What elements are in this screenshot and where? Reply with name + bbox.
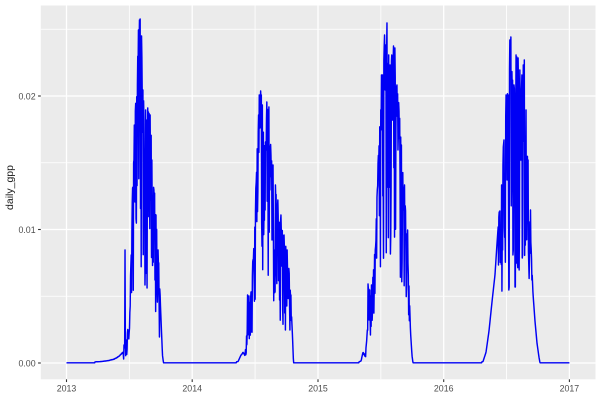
svg-text:2014: 2014 (182, 383, 202, 393)
svg-text:2016: 2016 (434, 383, 454, 393)
svg-text:0.01: 0.01 (18, 225, 35, 235)
svg-text:daily_gpp: daily_gpp (4, 165, 16, 210)
svg-text:2017: 2017 (560, 383, 580, 393)
svg-text:0.00: 0.00 (18, 359, 35, 369)
svg-text:2013: 2013 (57, 383, 77, 393)
svg-text:2015: 2015 (308, 383, 328, 393)
svg-text:0.02: 0.02 (18, 92, 35, 102)
